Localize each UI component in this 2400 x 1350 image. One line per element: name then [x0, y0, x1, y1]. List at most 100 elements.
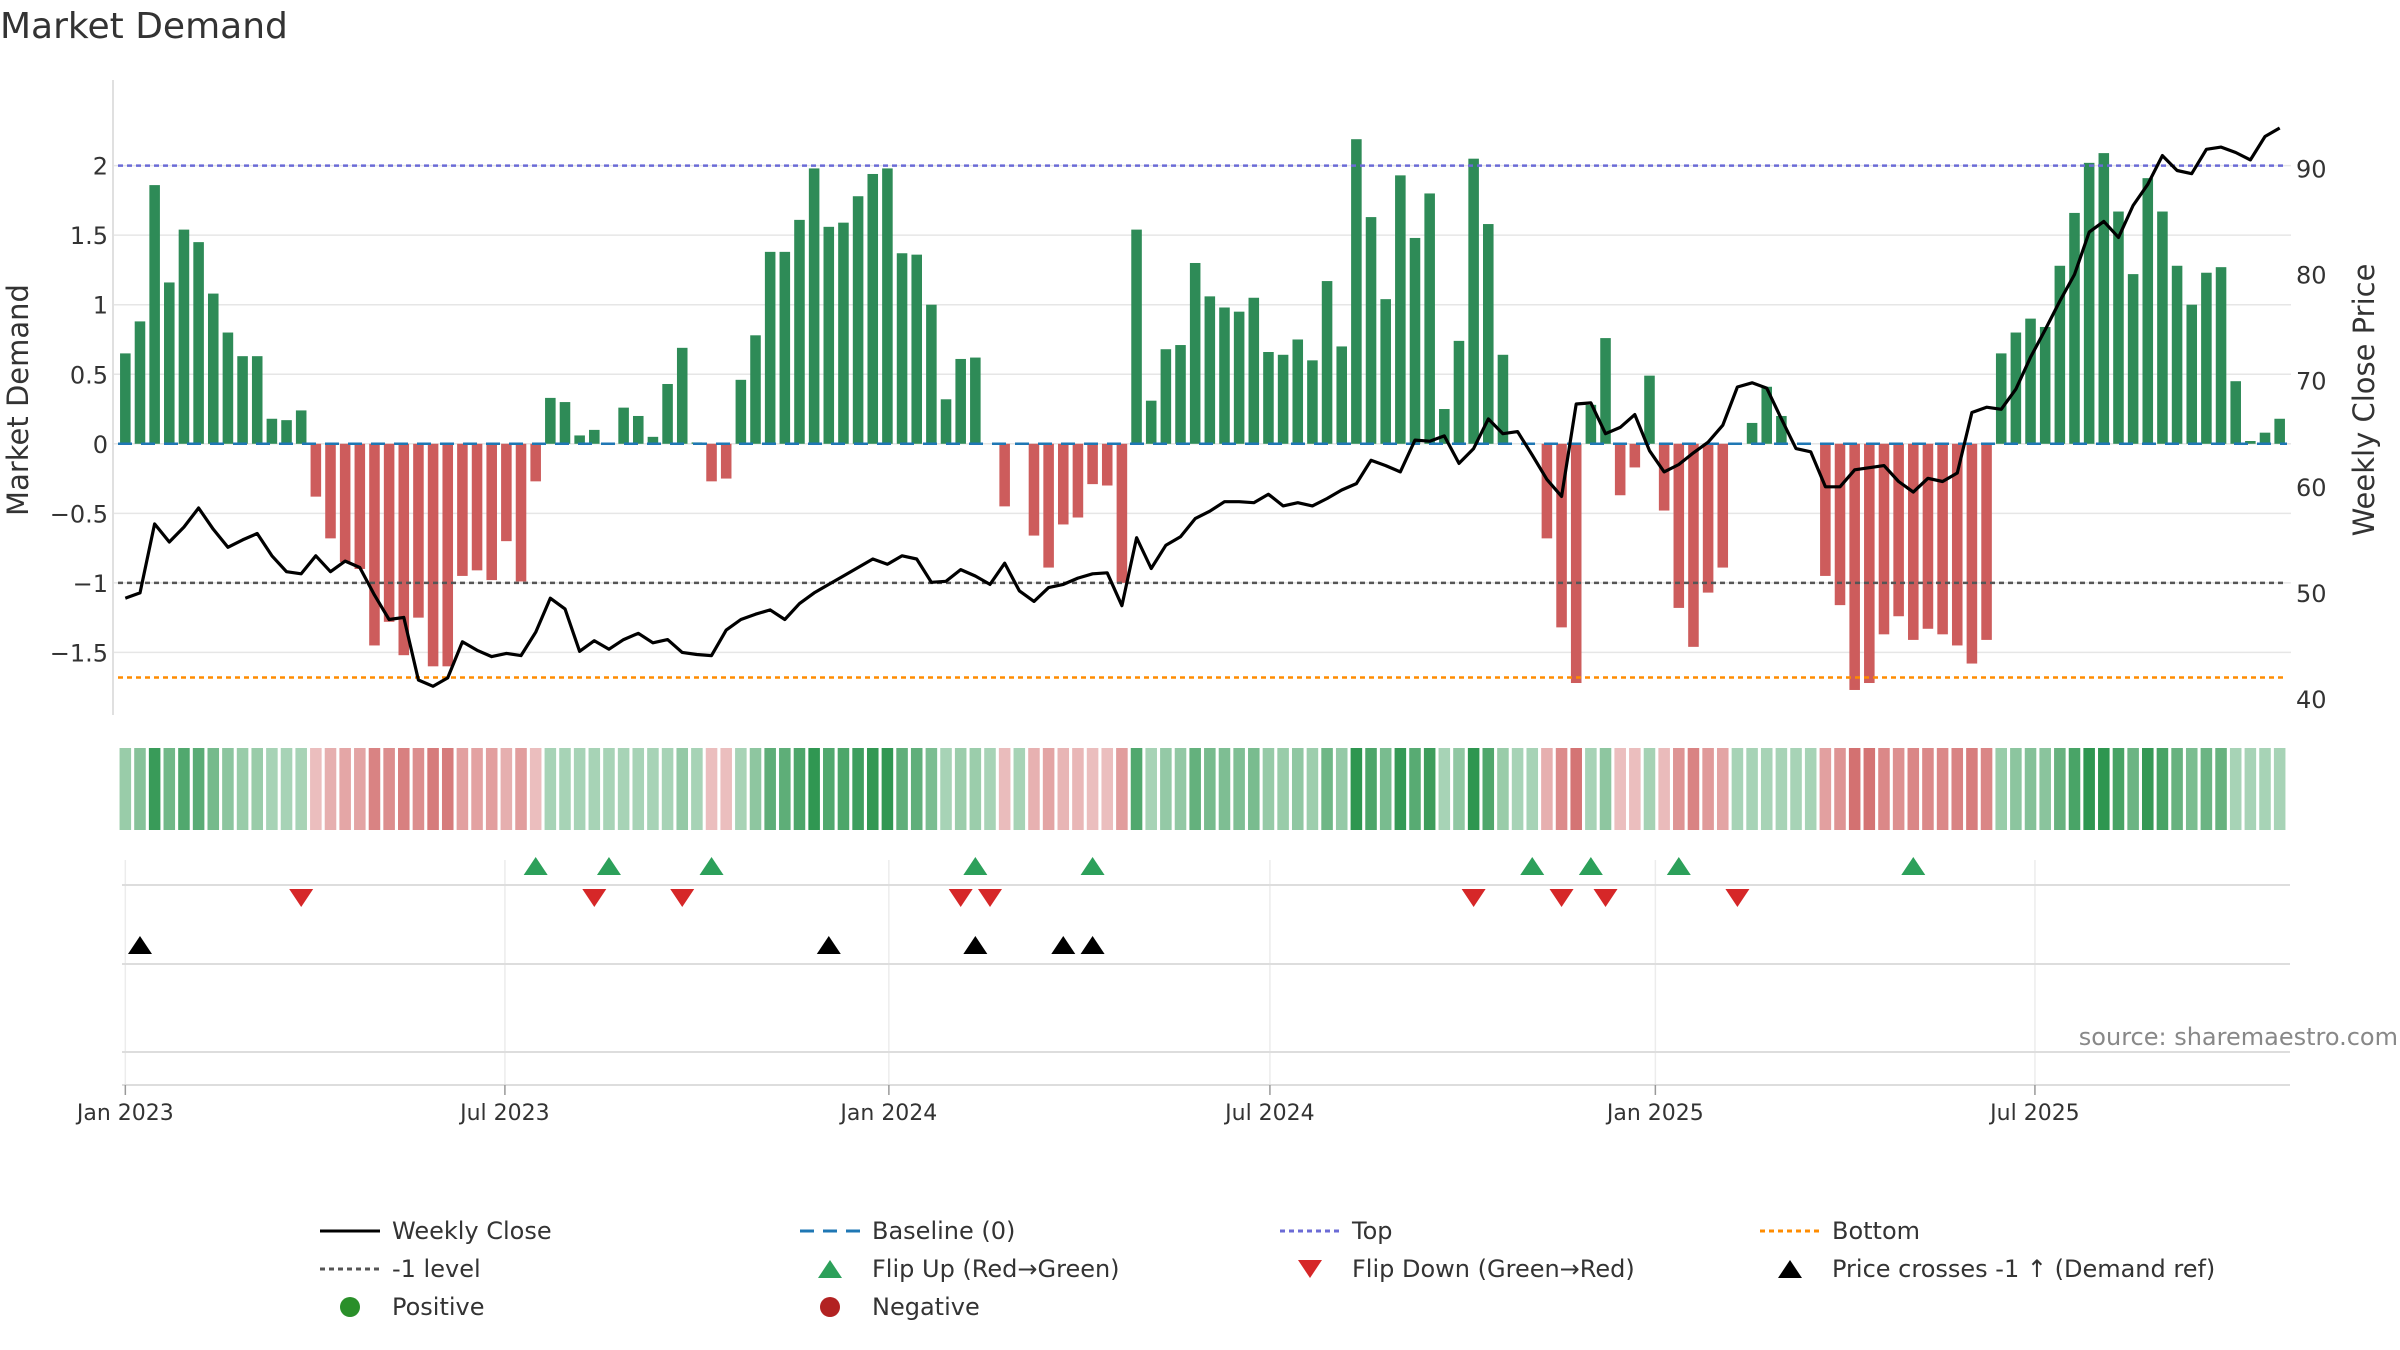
demand-bar	[2186, 304, 2198, 444]
demand-bar	[457, 443, 468, 576]
heat-cell	[1365, 748, 1377, 830]
demand-bar	[794, 219, 805, 444]
legend-item: Flip Up (Red→Green)	[800, 1252, 1120, 1286]
demand-bar	[1072, 443, 1084, 518]
heat-cell	[178, 748, 190, 830]
heat-cell	[1145, 748, 1157, 830]
demand-bar	[1439, 409, 1450, 444]
heat-cell	[207, 748, 220, 830]
grid-lines	[114, 164, 2291, 1086]
weekly-close-path	[124, 126, 2281, 688]
heat-cell	[735, 748, 747, 830]
y-tick-label: 1.5	[70, 222, 108, 250]
heat-cell	[1277, 748, 1289, 830]
heat-cell	[1497, 748, 1509, 830]
y-tick-label: −1.5	[50, 639, 108, 667]
heat-cell	[1101, 748, 1114, 830]
y-tick-label: 0	[93, 431, 108, 459]
heat-cell	[339, 748, 351, 830]
demand-bar	[1614, 443, 1626, 496]
legend-swatch-icon	[800, 1252, 860, 1286]
demand-bar	[750, 335, 761, 444]
y2-tick-label: 40	[2296, 686, 2327, 714]
demand-bar	[559, 402, 571, 444]
heat-cell	[661, 748, 674, 830]
y2-axis-label: Weekly Close Price	[2347, 264, 2381, 537]
demand-bar	[134, 321, 146, 444]
heat-cell	[2024, 748, 2037, 830]
heat-cell	[2141, 748, 2154, 830]
heat-cell	[192, 748, 205, 830]
heat-cell	[1614, 748, 1626, 830]
demand-bar	[295, 410, 307, 444]
heat-cell	[2010, 748, 2022, 830]
flip-up-marker	[699, 857, 724, 875]
heat-cell	[1291, 748, 1304, 830]
heat-cell	[1892, 748, 1905, 830]
legend-label: Flip Down (Green→Red)	[1352, 1255, 1635, 1283]
heat-cell	[559, 748, 571, 830]
demand-bar	[1395, 175, 1406, 444]
y-tick-label: −0.5	[50, 500, 108, 528]
x-tick-label: Jul 2024	[1223, 1101, 1315, 1126]
demand-bar	[706, 443, 717, 482]
demand-bar	[1893, 443, 1904, 617]
demand-bar	[1175, 345, 1186, 444]
reference-lines	[118, 164, 2287, 679]
demand-bar	[1629, 443, 1641, 468]
demand-bar	[1336, 346, 1348, 444]
chart-title: Market Demand	[0, 6, 288, 47]
heat-cell	[1951, 748, 1964, 830]
demand-bar	[2245, 441, 2256, 444]
demand-bar	[1702, 443, 1714, 593]
heat-cell	[1072, 748, 1084, 830]
heat-cell	[1482, 748, 1495, 830]
heat-cell	[500, 748, 513, 830]
demand-bar	[251, 356, 263, 444]
demand-bar	[1776, 415, 1787, 444]
x-tick-label: Jan 2023	[75, 1101, 174, 1126]
heat-cell	[2068, 748, 2081, 830]
heat-cell	[2244, 748, 2257, 830]
flip-up-marker	[1666, 857, 1691, 875]
flip-down-marker	[1461, 889, 1486, 907]
heat-cell	[910, 748, 923, 830]
demand-bar	[339, 443, 351, 563]
demand-bar	[325, 443, 336, 539]
demand-bar	[1951, 443, 1963, 646]
heat-cell	[823, 748, 835, 830]
demand-bar	[632, 415, 644, 444]
demand-bar	[515, 443, 527, 582]
heat-cell	[1731, 748, 1744, 830]
heat-cell	[1922, 748, 1934, 830]
demand-bar	[1497, 354, 1509, 444]
legend-label: Negative	[872, 1293, 980, 1321]
demand-bar	[354, 443, 366, 569]
heat-cell	[2112, 748, 2125, 830]
demand-bar	[940, 399, 952, 444]
heat-cell	[940, 748, 952, 830]
demand-bar	[1028, 443, 1040, 536]
heat-cell	[2083, 748, 2095, 830]
demand-bar	[1922, 443, 1934, 629]
heat-cell	[1057, 748, 1070, 830]
demand-bar	[1556, 443, 1567, 628]
demand-bar	[1248, 297, 1260, 444]
heat-cell	[280, 748, 293, 830]
heat-cell	[515, 748, 527, 830]
heat-cell	[2098, 748, 2110, 830]
heat-cell	[2215, 748, 2227, 830]
heat-cell	[310, 748, 322, 830]
demand-bar	[2157, 211, 2168, 444]
heat-cell	[1716, 748, 1729, 830]
demand-bar	[486, 443, 497, 581]
heat-cell	[1702, 748, 1714, 830]
heat-cell	[119, 748, 132, 830]
heat-cell	[2127, 748, 2139, 830]
demand-bar	[1864, 443, 1875, 684]
heat-cell	[1160, 748, 1172, 830]
heat-cell	[485, 748, 498, 830]
heat-cell	[779, 748, 791, 830]
y-tick-label: −1	[73, 570, 108, 598]
demand-bar	[237, 356, 248, 444]
